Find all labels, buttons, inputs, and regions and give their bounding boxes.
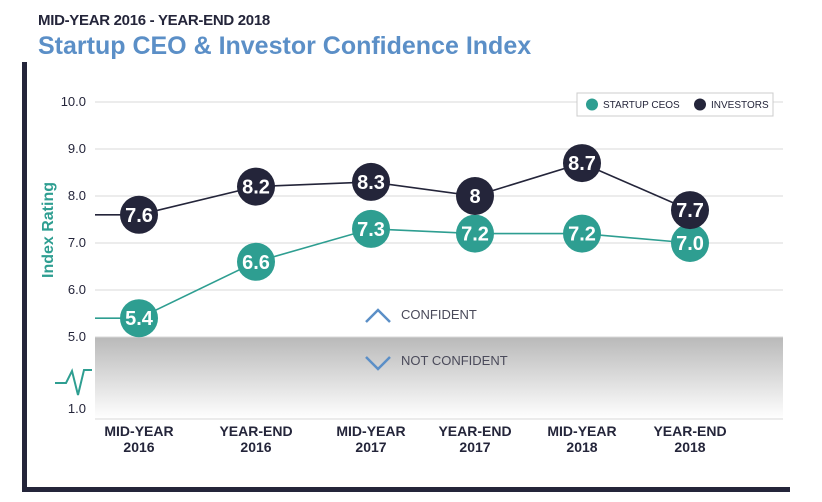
legend-investor-label: INVESTORS (711, 100, 769, 111)
series-line-ceo (95, 228, 691, 320)
chevron-up-icon (365, 308, 391, 323)
marker-ceo (352, 209, 390, 248)
legend-box (576, 92, 774, 117)
x-category-label: 2018 (674, 439, 705, 455)
x-category-label: MID-YEAR (104, 423, 173, 439)
series-markers: 5.4 6.6 7.3 7.2 7.2 7.0 7.6 8.2 8.3 8 8.7 7.7 (120, 144, 709, 338)
marker-ceo (456, 214, 494, 253)
data-label-investor: 7.6 (125, 205, 153, 227)
x-category-labels: MID-YEAR2016YEAR-END2016MID-YEAR2017YEAR… (104, 423, 726, 455)
frame-left-border (22, 62, 27, 492)
axis-break-icon (55, 368, 92, 396)
confident-label: CONFIDENT (401, 307, 477, 322)
legend-ceo-label: STARTUP CEOS (603, 100, 680, 111)
legend-ceo-swatch (586, 98, 598, 111)
x-category-label: 2017 (355, 439, 386, 455)
x-category-label: YEAR-END (438, 423, 511, 439)
data-label-ceo: 7.0 (676, 233, 704, 255)
data-label-ceo: 7.2 (568, 224, 596, 246)
y-axis-title: Index Rating (40, 182, 57, 278)
chart-title: Startup CEO & Investor Confidence Index (38, 32, 532, 60)
marker-ceo (237, 242, 275, 281)
x-category-label: 2016 (123, 439, 154, 455)
x-category-label: 2017 (459, 439, 490, 455)
data-label-ceo: 5.4 (125, 308, 154, 330)
legend: STARTUP CEOS INVESTORS (576, 92, 774, 117)
marker-investor (456, 177, 494, 215)
y-tick-label: 10.0 (61, 94, 86, 109)
data-label-ceo: 6.6 (242, 252, 270, 274)
marker-ceo (120, 299, 158, 338)
data-label-investor: 8.2 (242, 177, 270, 199)
data-label-investor: 8.3 (357, 172, 385, 194)
legend-investor-swatch (694, 98, 706, 111)
chevron-down-icon (365, 356, 391, 371)
y-tick-label: 9.0 (68, 141, 86, 156)
series-line-investor (95, 162, 691, 216)
not-confident-zone (95, 337, 783, 419)
x-category-label: YEAR-END (219, 423, 292, 439)
y-tick-label: 5.0 (68, 329, 86, 344)
marker-investor (120, 195, 158, 234)
data-label-investor: 8 (469, 186, 480, 208)
marker-investor (237, 167, 275, 206)
series-lines (95, 162, 691, 320)
y-tick-label-break: 1.0 (68, 401, 86, 416)
x-category-label: MID-YEAR (336, 423, 405, 439)
marker-investor (563, 144, 601, 183)
y-tick-labels: 10.0 9.0 8.0 7.0 6.0 5.0 1.0 (61, 94, 86, 416)
x-category-label: MID-YEAR (547, 423, 616, 439)
marker-investor (352, 162, 390, 201)
marker-investor (671, 191, 709, 230)
x-category-label: YEAR-END (653, 423, 726, 439)
x-category-label: 2018 (566, 439, 597, 455)
chart-subtitle: MID-YEAR 2016 - YEAR-END 2018 (38, 12, 270, 29)
frame-bottom-border (22, 487, 790, 492)
marker-ceo (563, 214, 601, 253)
y-tick-label: 6.0 (68, 282, 86, 297)
data-label-investor: 8.7 (568, 153, 596, 175)
marker-ceo (671, 224, 709, 262)
not-confident-label: NOT CONFIDENT (401, 353, 508, 368)
y-tick-label: 8.0 (68, 188, 86, 203)
y-tick-label: 7.0 (68, 235, 86, 250)
x-category-label: 2016 (240, 439, 271, 455)
data-label-ceo: 7.3 (357, 219, 385, 241)
data-label-investor: 7.7 (676, 200, 704, 222)
data-label-ceo: 7.2 (461, 224, 489, 246)
